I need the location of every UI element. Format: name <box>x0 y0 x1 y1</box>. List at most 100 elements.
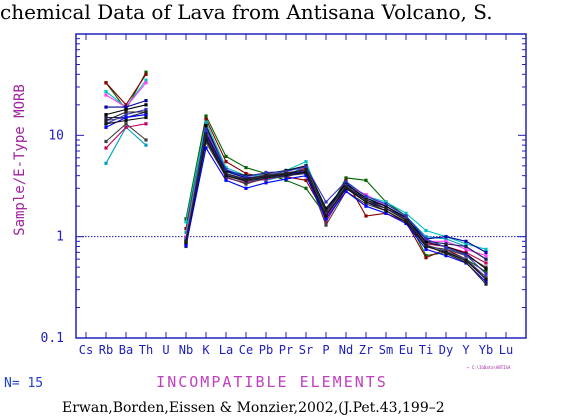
data-point <box>384 206 388 211</box>
data-point <box>464 242 468 246</box>
x-tick-label: K <box>202 343 210 357</box>
data-point <box>384 202 388 206</box>
data-point <box>144 72 148 76</box>
data-point <box>204 133 208 137</box>
x-tick-label: Rb <box>99 343 113 357</box>
data-point <box>344 179 348 184</box>
data-point <box>124 122 128 126</box>
x-tick-label: Zr <box>359 343 373 357</box>
data-point <box>124 118 128 123</box>
chart-title: chemical Data of Lava from Antisana Volc… <box>0 0 493 24</box>
data-point <box>364 194 368 198</box>
data-point <box>424 247 428 251</box>
data-point <box>484 280 488 284</box>
series-8 <box>104 99 488 254</box>
data-point <box>324 220 328 224</box>
y-axis-label: Sample/E-Type MORB <box>12 84 28 236</box>
x-tick-label: Sr <box>299 343 313 357</box>
sample-count: N= 15 <box>4 376 44 391</box>
file-tag: ← C:\IGData\ANTISA <box>467 365 511 370</box>
plot-border <box>75 33 527 339</box>
x-tick-label: Eu <box>399 343 413 357</box>
x-tick-label: Pr <box>279 343 293 357</box>
data-point <box>264 170 268 175</box>
data-point <box>124 115 128 120</box>
data-point <box>424 243 428 248</box>
data-point <box>464 247 468 251</box>
data-point <box>244 186 248 190</box>
data-point <box>244 166 248 170</box>
y-tick-label: 10 <box>48 128 64 143</box>
data-point <box>444 252 448 256</box>
data-point <box>144 113 148 117</box>
data-point <box>204 117 208 121</box>
data-point <box>484 254 488 258</box>
data-point <box>324 209 328 213</box>
data-point <box>104 146 108 150</box>
data-point <box>324 223 328 227</box>
data-point <box>124 113 128 117</box>
data-point <box>304 178 308 182</box>
data-point <box>104 113 108 117</box>
data-point <box>444 239 448 243</box>
series-line <box>106 100 487 253</box>
data-point <box>464 244 468 249</box>
data-point <box>484 282 488 286</box>
series-line <box>105 114 487 278</box>
series-line <box>105 108 487 275</box>
series-3 <box>104 78 488 251</box>
data-point <box>304 165 308 169</box>
data-point <box>284 171 288 176</box>
data-point <box>484 275 488 279</box>
data-point <box>384 209 388 213</box>
data-point <box>104 81 108 85</box>
x-tick-label: Nd <box>339 343 353 357</box>
data-point <box>104 93 108 97</box>
x-axis-label: INCOMPATIBLE ELEMENTS <box>156 373 388 391</box>
data-point <box>484 272 488 276</box>
y-tick-labels: 0.1 1 10 <box>41 128 64 346</box>
data-point <box>324 211 328 215</box>
data-point <box>384 200 388 204</box>
data-point <box>104 125 108 129</box>
data-point <box>224 178 228 182</box>
data-point <box>324 214 328 218</box>
series-group <box>104 70 488 286</box>
data-point <box>484 265 488 269</box>
data-point <box>244 175 248 179</box>
data-point <box>344 176 348 180</box>
data-point <box>144 110 148 114</box>
data-point <box>244 171 248 176</box>
data-point <box>344 185 348 189</box>
data-point <box>364 178 368 182</box>
data-point <box>144 81 148 85</box>
data-point <box>144 138 148 142</box>
series-line <box>105 125 487 260</box>
y-tick-label: 1 <box>56 230 64 245</box>
data-point <box>224 166 228 170</box>
data-point <box>144 115 148 120</box>
data-point <box>144 103 148 107</box>
data-point <box>364 196 368 200</box>
data-point <box>184 227 188 231</box>
data-point <box>384 211 388 215</box>
data-point <box>184 220 188 224</box>
data-point <box>404 214 408 218</box>
data-point <box>144 78 148 82</box>
data-point <box>364 200 368 204</box>
data-point <box>444 242 448 246</box>
series-12 <box>104 113 488 279</box>
x-tick-labels: Cs Rb Ba Th U Nb K La Ce Pb Pr Sr P Nd Zr Sm Eu Ti Dy Y Yb Lu <box>79 343 513 357</box>
series-line <box>105 79 487 250</box>
data-point <box>104 118 108 123</box>
data-point <box>144 99 148 103</box>
x-tick-label: Cs <box>79 343 93 357</box>
data-point <box>444 254 448 258</box>
data-point <box>144 122 148 126</box>
data-point <box>104 139 108 144</box>
data-point <box>144 143 148 147</box>
x-tick-label: Pb <box>259 343 273 357</box>
data-point <box>464 253 468 257</box>
data-point <box>124 110 128 114</box>
x-tick-label: Yb <box>479 343 493 357</box>
